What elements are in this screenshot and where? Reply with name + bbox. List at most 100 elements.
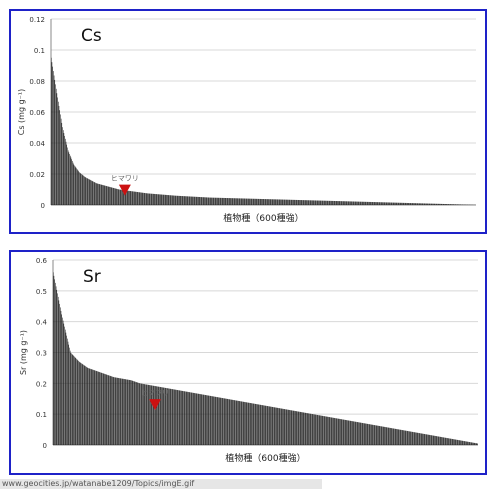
- bar: [183, 391, 185, 445]
- bar: [128, 379, 130, 445]
- bar: [117, 377, 118, 445]
- bar: [105, 374, 106, 445]
- bar: [269, 199, 270, 205]
- bar: [200, 197, 202, 205]
- bar: [290, 410, 292, 445]
- bar: [373, 202, 375, 205]
- bar: [162, 194, 164, 205]
- bar: [185, 196, 186, 205]
- bar: [447, 438, 449, 445]
- bar: [58, 300, 60, 445]
- bar: [157, 386, 158, 445]
- bar: [118, 378, 119, 445]
- bar: [335, 418, 337, 445]
- bar: [74, 356, 75, 445]
- bar: [447, 438, 448, 445]
- bar: [79, 361, 80, 445]
- bar: [406, 430, 408, 445]
- bar: [284, 409, 286, 445]
- bar: [78, 361, 79, 445]
- bar: [411, 431, 413, 445]
- bar: [56, 93, 58, 205]
- bar: [387, 202, 388, 205]
- bar: [424, 203, 426, 205]
- bar: [278, 408, 279, 445]
- bar: [254, 403, 256, 445]
- bar: [225, 198, 227, 205]
- bar: [183, 391, 184, 445]
- bar: [149, 385, 150, 445]
- bar: [103, 185, 105, 205]
- bar: [205, 197, 207, 205]
- bar: [62, 317, 63, 445]
- bar: [88, 179, 90, 205]
- bar: [196, 393, 198, 445]
- bar: [395, 202, 397, 205]
- bar: [151, 193, 153, 205]
- bar: [410, 431, 411, 445]
- bar: [264, 405, 265, 445]
- y-tick-label: 0.02: [29, 171, 45, 179]
- bar: [110, 376, 112, 445]
- bar: [379, 426, 381, 445]
- bar: [240, 198, 242, 205]
- bars: [53, 272, 478, 445]
- bar: [356, 421, 357, 445]
- bar: [302, 200, 304, 205]
- bar: [161, 194, 162, 205]
- bar: [162, 387, 164, 445]
- bar: [83, 175, 84, 205]
- bar: [457, 204, 459, 205]
- bar: [215, 396, 217, 445]
- bar: [314, 414, 315, 445]
- bar: [129, 190, 130, 205]
- bar: [248, 402, 250, 445]
- bar: [360, 201, 362, 205]
- bar: [203, 197, 205, 205]
- bar: [401, 202, 402, 205]
- bar: [293, 199, 295, 205]
- bar: [251, 198, 253, 205]
- bar: [244, 198, 246, 205]
- y-tick-label: 0.6: [36, 257, 48, 265]
- bar: [183, 196, 185, 205]
- bar: [131, 380, 133, 445]
- bar: [238, 198, 240, 205]
- bar: [166, 194, 167, 205]
- bar: [295, 411, 297, 445]
- bar: [298, 411, 300, 445]
- bar: [89, 368, 91, 445]
- bar: [256, 404, 257, 445]
- bar: [321, 200, 322, 205]
- bar: [157, 386, 159, 445]
- bar: [231, 198, 232, 205]
- bar: [415, 203, 417, 205]
- bar: [181, 196, 182, 205]
- bar: [323, 200, 324, 205]
- bar: [69, 347, 70, 445]
- bar: [390, 428, 392, 445]
- bar: [232, 399, 233, 445]
- bar: [112, 187, 113, 205]
- bar: [407, 202, 409, 205]
- bar: [202, 197, 203, 205]
- bar: [53, 275, 55, 445]
- bar: [358, 201, 360, 205]
- bar: [456, 439, 457, 445]
- bar: [233, 198, 234, 205]
- bar: [138, 382, 139, 445]
- bar: [66, 335, 67, 445]
- bar: [350, 201, 351, 205]
- bar: [228, 198, 229, 205]
- bar: [331, 200, 333, 205]
- bar: [90, 369, 92, 445]
- bar: [94, 370, 96, 445]
- bar: [265, 405, 267, 445]
- bar: [143, 384, 145, 445]
- bar: [256, 198, 257, 205]
- bar: [289, 199, 291, 205]
- bar: [65, 141, 67, 205]
- bar: [245, 198, 247, 205]
- bar: [292, 410, 294, 445]
- bar: [459, 204, 461, 205]
